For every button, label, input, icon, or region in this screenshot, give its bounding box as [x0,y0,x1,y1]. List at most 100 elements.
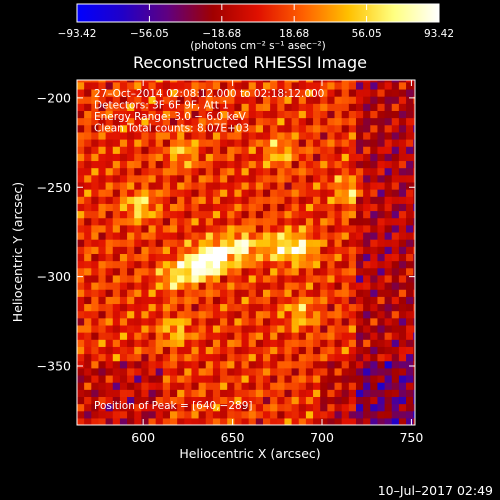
heatmap-cell [334,167,343,176]
heatmap-cell [313,296,321,305]
heatmap-cell [205,417,214,425]
heatmap-cell [212,160,221,169]
heatmap-cell [291,367,300,376]
heatmap-cell [406,410,414,419]
heatmap-cell [277,160,286,169]
heatmap-cell [327,96,336,104]
heatmap-cell [406,267,414,276]
heatmap-cell [277,267,286,276]
heatmap-cell [348,189,357,197]
heatmap-cell [119,317,128,326]
heatmap-cell [248,196,257,204]
heatmap-cell [320,332,328,340]
heatmap-cell [355,317,364,326]
heatmap-cell [234,389,243,397]
heatmap-cell [291,117,300,126]
heatmap-cell [406,196,414,204]
heatmap-cell [98,103,107,111]
heatmap-cell [184,174,193,183]
heatmap-cell [391,124,400,133]
heatmap-cell [162,353,171,362]
heatmap-cell [248,246,257,254]
heatmap-cell [91,189,100,197]
heatmap-cell [334,382,343,390]
heatmap-cell [205,103,214,111]
heatmap-cell [370,117,379,126]
heatmap-cell [220,389,228,397]
heatmap-cell [305,417,314,425]
heatmap-cell [127,367,135,376]
heatmap-cell [205,310,214,319]
heatmap-cell [370,332,379,340]
heatmap-cell [255,410,264,419]
heatmap-cell [384,160,393,169]
heatmap-cell [298,80,307,83]
heatmap-cell [406,403,414,412]
heatmap-cell [413,367,415,376]
heatmap-cell [141,103,150,111]
heatmap-cell [220,353,228,362]
heatmap-cell [205,324,214,333]
heatmap-cell [112,382,121,390]
heatmap-cell [77,80,85,83]
heatmap-cell [384,360,393,369]
heatmap-cell [320,410,328,419]
heatmap-cell [377,174,386,183]
heatmap-cell [363,174,371,183]
heatmap-cell [377,217,386,226]
heatmap-cell [298,374,307,383]
heatmap-cell [391,353,400,362]
heatmap-cell [384,117,393,126]
heatmap-cell [363,160,371,169]
heatmap-cell [277,181,286,190]
heatmap-cell [341,181,350,190]
heatmap-cell [291,138,300,147]
colorbar-tick-label: 18.68 [279,28,309,40]
heatmap-cell [284,138,293,147]
heatmap-cell [148,174,157,183]
heatmap-cell [355,346,364,355]
heatmap-cell [212,339,221,347]
heatmap-cell [77,374,85,383]
heatmap-cell [298,81,307,90]
heatmap-cell [162,203,171,212]
heatmap-cell [277,332,286,340]
heatmap-cell [227,138,235,147]
heatmap-cell [262,367,271,376]
heatmap-cell [198,396,207,405]
heatmap-cell [384,310,393,319]
heatmap-cell [234,138,243,147]
heatmap-cell [255,167,264,176]
heatmap-cell [334,196,343,204]
heatmap-cell [377,81,386,90]
heatmap-cell [127,88,135,97]
heatmap-cell [363,203,371,212]
heatmap-cell [255,253,264,262]
heatmap-cell [334,160,343,169]
heatmap-cell [255,217,264,226]
heatmap-cell [84,310,92,319]
heatmap-cell [241,332,250,340]
heatmap-cell [248,382,257,390]
heatmap-cell [198,88,207,97]
heatmap-cell [262,346,271,355]
heatmap-cell [270,324,278,333]
heatmap-cell [198,96,207,104]
heatmap-cell [227,174,235,183]
heatmap-cell [413,403,415,412]
heatmap-cell [406,189,414,197]
heatmap-cell [212,324,221,333]
heatmap-cell [169,367,178,376]
heatmap-cell [169,317,178,326]
heatmap-cell [305,367,314,376]
heatmap-cell [320,224,328,233]
heatmap-cell [327,131,336,140]
heatmap-cell [134,339,142,347]
heatmap-cell [248,332,257,340]
heatmap-cell [313,81,321,90]
heatmap-cell [355,153,364,162]
heatmap-cell [270,403,278,412]
heatmap-cell [105,324,114,333]
heatmap-cell [341,124,350,133]
heatmap-cell [220,167,228,176]
